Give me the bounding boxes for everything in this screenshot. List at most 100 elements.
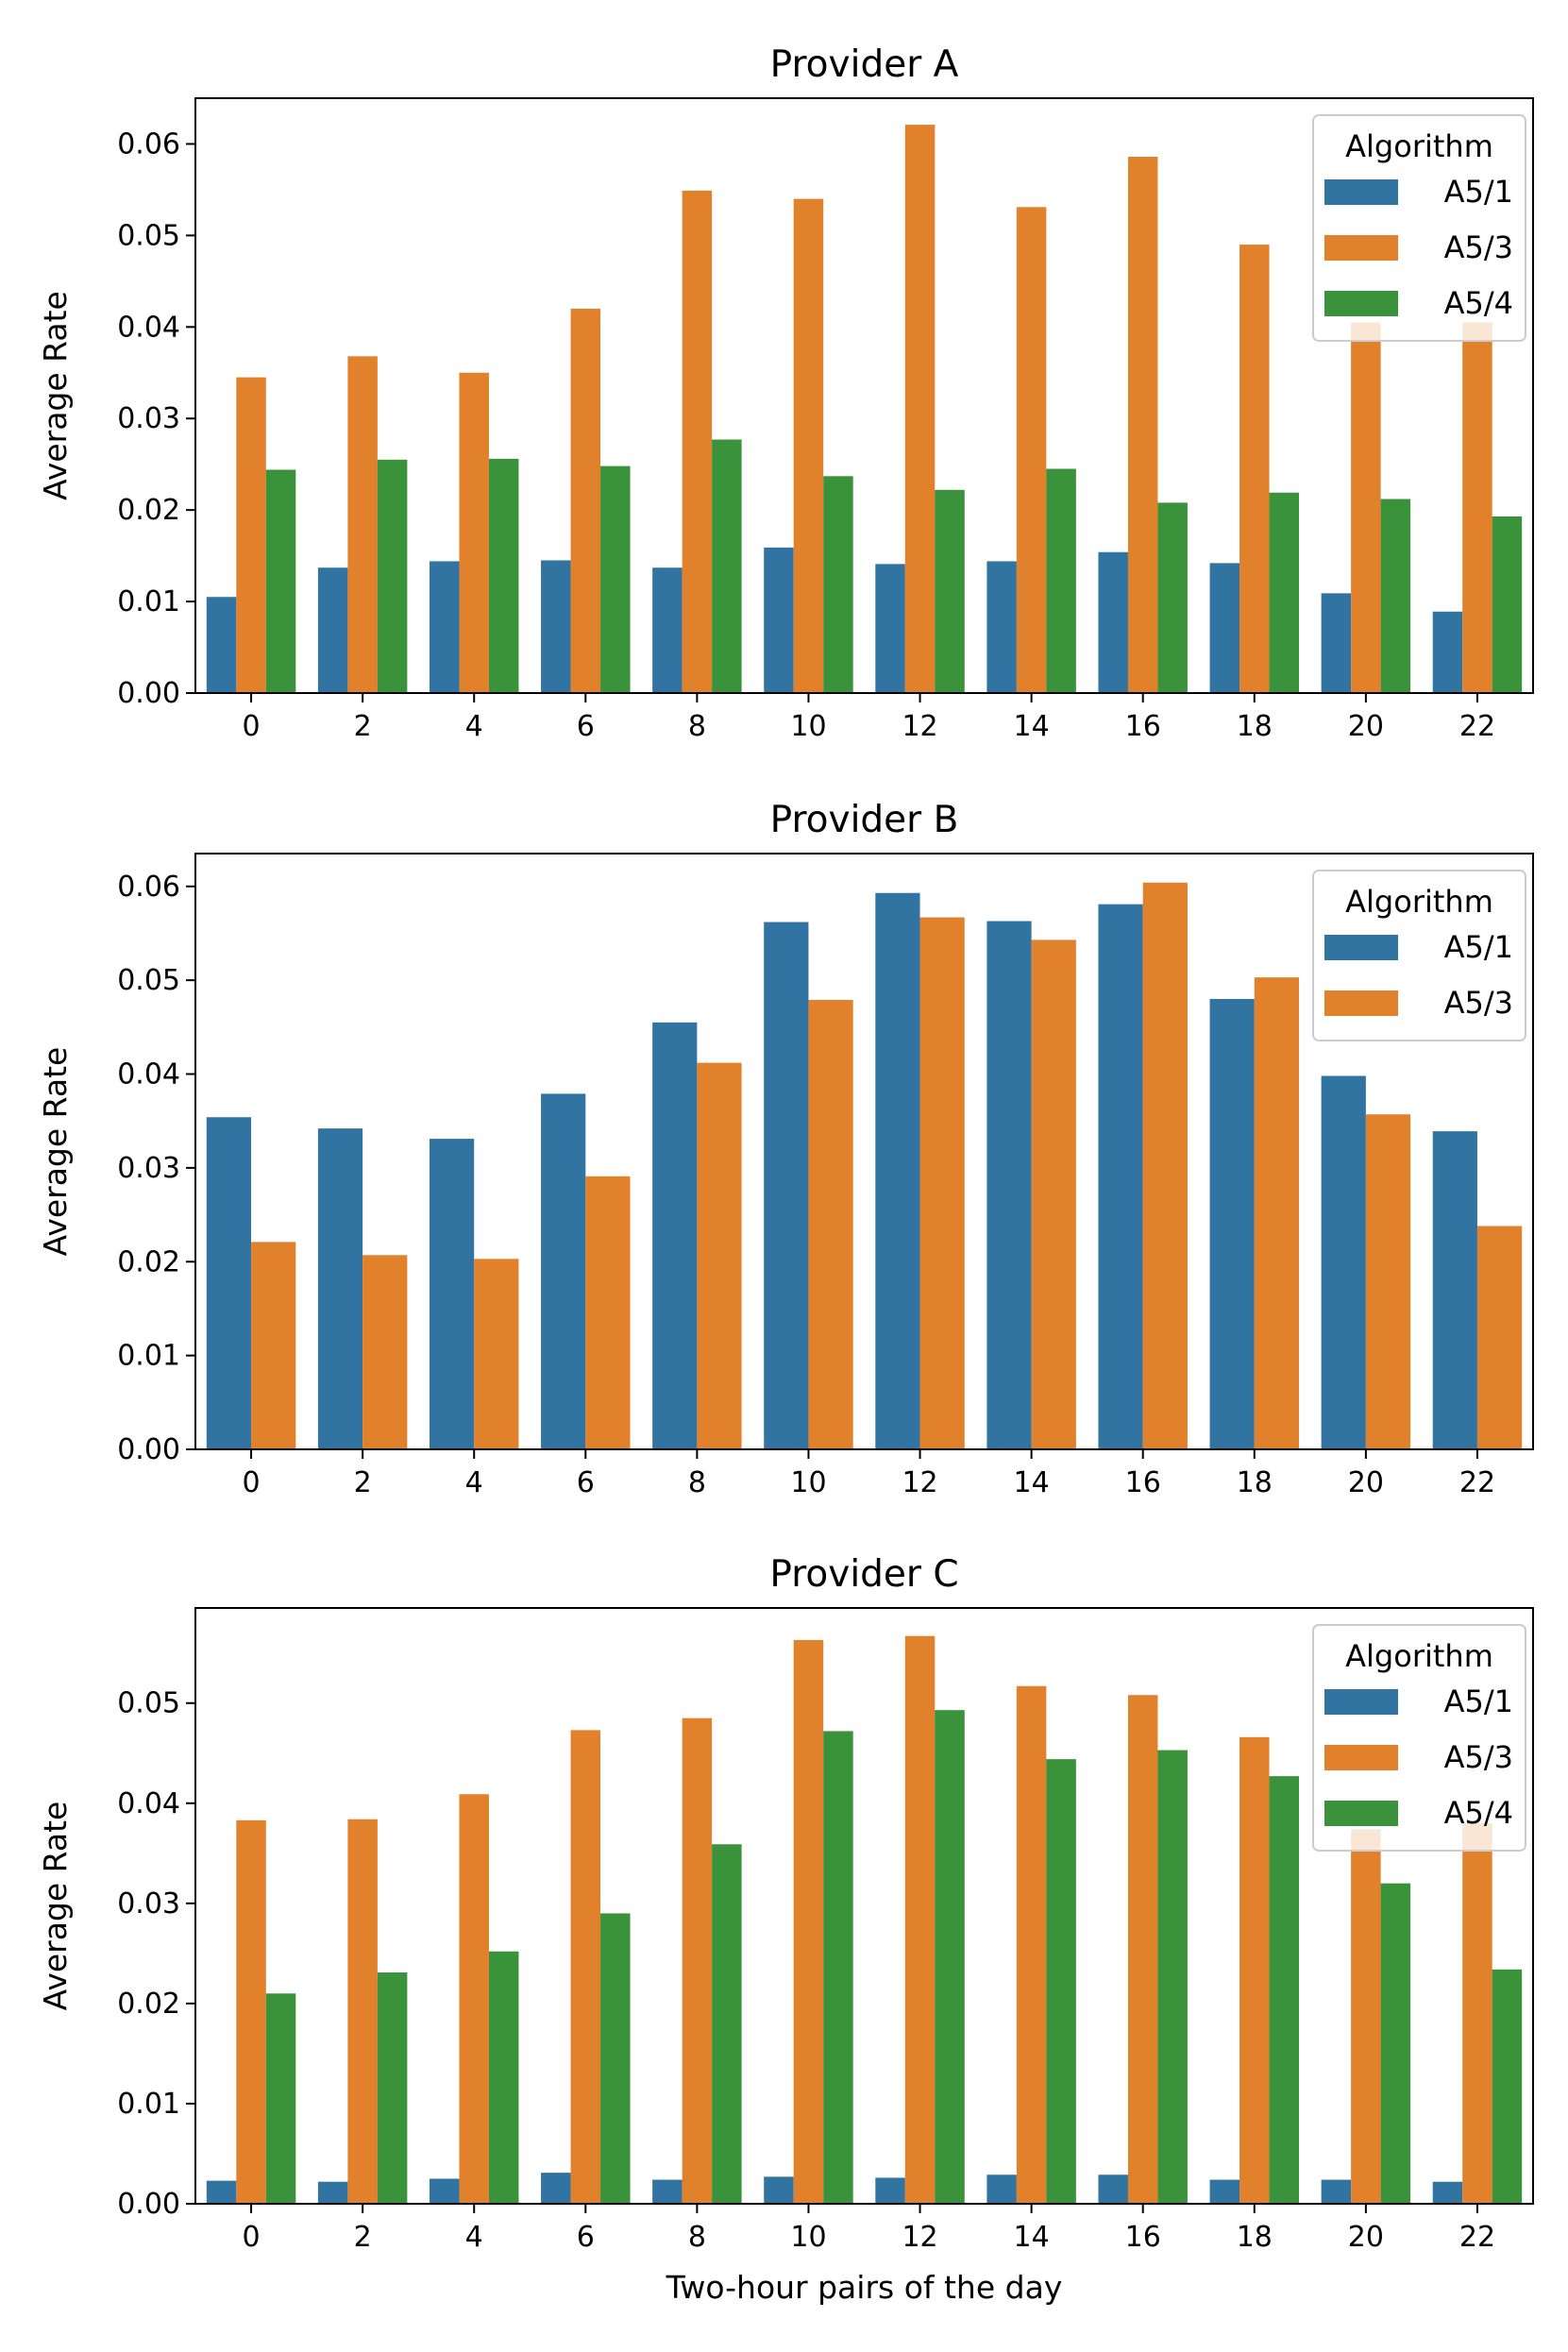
x-tick-label: 18: [1237, 2221, 1273, 2254]
y-tick-label: 0.06: [117, 127, 180, 161]
bar-A5-4-0: [265, 1993, 296, 2204]
series-A5-3: [251, 882, 1523, 1449]
chart-title: Provider A: [770, 43, 959, 86]
bar-A5-1-4: [429, 1139, 475, 1449]
y-tick-label: 0.02: [117, 1988, 180, 2021]
legend-label-A5-1: A5/1: [1444, 174, 1513, 210]
legend-swatch-A5-4: [1324, 291, 1398, 316]
legend-label-A5-3: A5/3: [1444, 1739, 1513, 1775]
bar-A5-3-20: [1365, 1114, 1411, 1449]
bar-A5-1-22: [1432, 611, 1463, 693]
x-tick-label: 22: [1459, 1466, 1495, 1499]
bar-A5-3-14: [1016, 1685, 1047, 2204]
legend-swatch-A5-3: [1324, 1745, 1398, 1770]
axes-frame: [194, 97, 1534, 694]
bar-A5-1-16: [1098, 904, 1143, 1449]
bar-A5-3-22: [1462, 322, 1492, 693]
y-tick-label: 0.05: [117, 219, 180, 252]
bar-A5-3-16: [1127, 1695, 1158, 2204]
x-tick-label: 20: [1348, 710, 1384, 743]
y-tick-label: 0.01: [117, 585, 180, 618]
bar-A5-3-8: [697, 1062, 742, 1449]
bar-A5-4-2: [377, 459, 408, 693]
bar-A5-1-0: [206, 597, 237, 693]
x-tick-label: 4: [465, 1466, 483, 1499]
x-tick-label: 16: [1125, 2221, 1161, 2254]
bar-A5-3-4: [459, 1794, 489, 2204]
bar-A5-4-16: [1157, 502, 1188, 693]
bar-A5-3-4: [474, 1259, 519, 1449]
bar-A5-1-20: [1321, 2179, 1352, 2204]
legend-swatch-A5-3: [1324, 990, 1398, 1016]
x-tick-label: 8: [688, 710, 706, 743]
bar-A5-3-4: [459, 372, 489, 693]
x-tick-label: 8: [688, 2221, 706, 2254]
legend-label-A5-4: A5/4: [1444, 1795, 1513, 1831]
y-tick-label: 0.04: [117, 1787, 180, 1820]
x-tick-label: 8: [688, 1466, 706, 1499]
x-tick-label: 14: [1014, 710, 1050, 743]
bar-A5-3-0: [236, 377, 266, 693]
bar-A5-3-18: [1254, 977, 1300, 1449]
bar-A5-1-22: [1432, 1131, 1477, 1449]
bar-A5-1-16: [1098, 2174, 1128, 2204]
legend-title: Algorithm: [1345, 1638, 1493, 1674]
bar-A5-4-6: [600, 465, 631, 693]
bar-A5-4-4: [488, 1951, 519, 2204]
bar-A5-1-12: [875, 2177, 905, 2204]
bar-A5-1-0: [206, 2180, 237, 2204]
bar-A5-3-10: [793, 198, 824, 693]
bar-A5-1-10: [764, 2176, 794, 2204]
y-tick-label: 0.03: [117, 1887, 180, 1921]
bar-A5-1-18: [1209, 999, 1255, 1449]
bar-A5-3-18: [1239, 245, 1270, 693]
bar-A5-1-14: [986, 2174, 1017, 2204]
chart-title: Provider C: [769, 1553, 958, 1596]
x-tick-label: 14: [1014, 1466, 1050, 1499]
x-tick-label: 4: [465, 2221, 483, 2254]
x-tick-label: 2: [354, 1466, 372, 1499]
y-tick-label: 0.04: [117, 1058, 180, 1091]
bar-A5-1-14: [986, 921, 1032, 1449]
bar-A5-3-10: [793, 1639, 824, 2204]
legend-box: [1312, 114, 1526, 342]
x-tick-label: 16: [1125, 710, 1161, 743]
y-tick-label: 0.03: [117, 402, 180, 435]
x-tick-label: 18: [1237, 710, 1273, 743]
chart-panel-1: 0.00 0.01 0.02 0.03 0.04 0.05 0.06 0 2 4 6 8 10 12 14 1…: [37, 43, 1534, 743]
bar-A5-1-18: [1209, 563, 1240, 693]
y-axis-label: Average Rate: [37, 1802, 74, 2011]
bar-A5-4-2: [377, 1972, 408, 2204]
y-tick-label: 0.06: [117, 871, 180, 904]
x-tick-label: 22: [1459, 2221, 1495, 2254]
x-tick-label: 4: [465, 710, 483, 743]
legend-label-A5-3: A5/3: [1444, 985, 1513, 1021]
bar-A5-3-12: [904, 1635, 936, 2204]
legend-swatch-A5-1: [1324, 935, 1398, 960]
x-axis-label: Two-hour pairs of the day: [666, 2269, 1063, 2306]
bar-A5-1-6: [541, 1093, 586, 1449]
bar-A5-4-4: [488, 458, 519, 693]
x-tick-label: 10: [790, 710, 826, 743]
x-tick-label: 12: [902, 2221, 937, 2254]
x-tick-label: 16: [1125, 1466, 1161, 1499]
bar-A5-3-8: [682, 190, 713, 693]
x-tick-label: 18: [1237, 1466, 1273, 1499]
y-tick-label: 0.00: [117, 2188, 180, 2221]
bar-A5-3-14: [1016, 207, 1047, 694]
bar-A5-1-14: [986, 561, 1017, 693]
bar-A5-4-18: [1269, 1776, 1300, 2204]
bar-A5-4-6: [600, 1913, 631, 2204]
bar-A5-3-20: [1351, 1829, 1381, 2204]
y-axis-label: Average Rate: [37, 1047, 74, 1257]
bar-A5-3-6: [570, 1730, 601, 2204]
bar-A5-3-0: [251, 1242, 296, 1449]
bar-A5-3-6: [570, 308, 601, 693]
bar-A5-1-8: [652, 1022, 698, 1449]
bar-A5-4-22: [1492, 516, 1523, 693]
bar-A5-4-20: [1380, 499, 1411, 693]
bar-A5-3-6: [585, 1176, 631, 1449]
bar-A5-1-18: [1209, 2179, 1240, 2204]
bar-A5-4-18: [1269, 492, 1300, 693]
